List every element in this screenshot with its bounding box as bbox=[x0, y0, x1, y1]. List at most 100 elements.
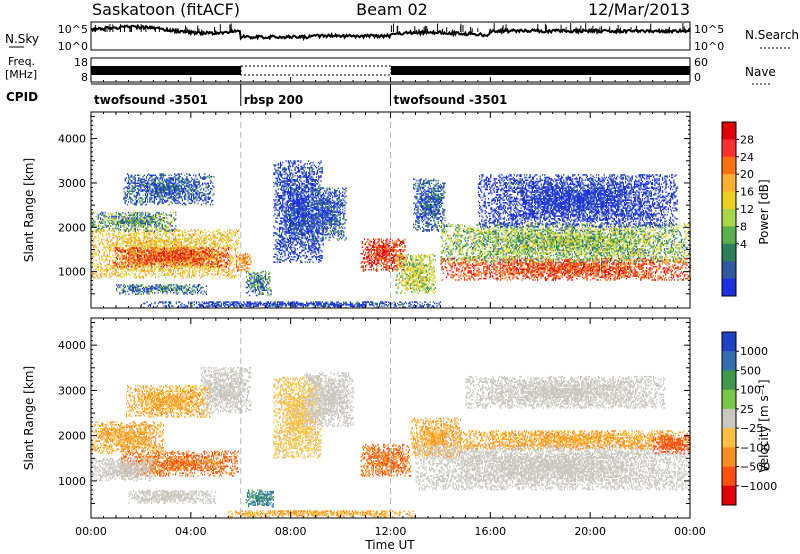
power-cell bbox=[116, 221, 118, 223]
power-cell bbox=[151, 255, 153, 257]
power-cell bbox=[212, 254, 214, 256]
power-cell bbox=[175, 270, 177, 272]
power-cell bbox=[160, 265, 162, 267]
power-cell bbox=[130, 251, 132, 253]
power-cell bbox=[172, 289, 174, 291]
power-cell bbox=[149, 223, 151, 226]
power-cell bbox=[110, 219, 112, 222]
power-cell bbox=[161, 183, 163, 186]
power-cell bbox=[114, 223, 116, 226]
power-cell bbox=[150, 197, 152, 199]
power-cell bbox=[141, 198, 143, 201]
power-cell bbox=[183, 292, 185, 294]
power-cell bbox=[153, 269, 156, 271]
power-cell bbox=[212, 251, 214, 253]
power-cell bbox=[129, 288, 131, 290]
power-cell bbox=[171, 285, 173, 287]
power-cell bbox=[203, 269, 205, 271]
power-cell bbox=[160, 260, 162, 263]
power-cell bbox=[116, 242, 118, 244]
power-cell bbox=[181, 189, 183, 191]
power-cell bbox=[158, 289, 160, 291]
power-cell bbox=[162, 175, 164, 178]
power-cell bbox=[173, 271, 175, 274]
power-cell bbox=[213, 269, 215, 271]
power-cell bbox=[171, 245, 174, 247]
power-cell bbox=[129, 254, 131, 256]
power-cell bbox=[149, 187, 151, 190]
power-cell bbox=[216, 259, 218, 261]
power-cell bbox=[199, 237, 202, 239]
power-cell bbox=[225, 242, 227, 244]
power-cell bbox=[126, 215, 129, 218]
power-cell bbox=[174, 249, 176, 251]
power-cell bbox=[202, 273, 204, 275]
power-cell bbox=[221, 234, 223, 236]
power-cell bbox=[159, 178, 161, 181]
power-cell bbox=[162, 187, 164, 190]
power-cell bbox=[193, 245, 195, 247]
power-cell bbox=[137, 226, 139, 228]
power-cell bbox=[166, 249, 168, 252]
power-cell bbox=[131, 258, 133, 260]
power-cell bbox=[133, 223, 135, 226]
power-cell bbox=[150, 288, 152, 290]
power-cell bbox=[161, 173, 163, 175]
power-cell bbox=[146, 257, 148, 259]
power-cell bbox=[184, 186, 186, 189]
power-cell bbox=[168, 229, 170, 231]
power-cell bbox=[98, 261, 101, 263]
power-cell bbox=[92, 221, 94, 223]
power-cell bbox=[189, 181, 191, 183]
power-cell bbox=[123, 290, 125, 293]
power-cell bbox=[141, 246, 143, 248]
power-cell bbox=[158, 185, 160, 187]
power-cell bbox=[169, 239, 171, 242]
power-cell bbox=[195, 259, 197, 261]
power-cell bbox=[124, 179, 126, 182]
power-cell bbox=[212, 270, 214, 272]
power-cell bbox=[133, 249, 135, 252]
power-cell bbox=[177, 193, 179, 195]
power-cell bbox=[161, 246, 163, 248]
power-cell bbox=[133, 229, 135, 231]
power-cell bbox=[216, 248, 218, 251]
power-cell bbox=[143, 271, 145, 274]
power-cell bbox=[132, 284, 134, 286]
power-cell bbox=[126, 203, 128, 206]
power-cell bbox=[139, 263, 141, 265]
power-cell bbox=[121, 292, 123, 294]
power-cell bbox=[188, 183, 190, 186]
power-cell bbox=[142, 251, 144, 253]
power-cell bbox=[168, 181, 170, 183]
power-cell bbox=[189, 241, 191, 243]
power-cell bbox=[176, 254, 178, 256]
power-cell bbox=[195, 238, 197, 240]
power-region bbox=[91, 211, 177, 232]
power-cell bbox=[122, 289, 124, 291]
power-cell bbox=[155, 227, 157, 230]
nsky-trace bbox=[90, 23, 691, 42]
power-cell bbox=[162, 257, 165, 260]
power-cell bbox=[111, 230, 113, 232]
power-cell bbox=[163, 201, 166, 203]
power-cell bbox=[204, 229, 206, 231]
power-cell bbox=[211, 262, 213, 264]
power-cell bbox=[171, 190, 173, 193]
power-cell bbox=[235, 242, 238, 244]
power-region bbox=[116, 284, 207, 295]
power-cell bbox=[188, 246, 190, 248]
power-cell bbox=[125, 265, 127, 268]
power-cell bbox=[192, 264, 194, 267]
power-cell bbox=[198, 174, 200, 177]
power-cell bbox=[223, 238, 225, 240]
power-cell bbox=[121, 254, 123, 256]
power-cell bbox=[194, 252, 196, 255]
power-cell bbox=[198, 261, 200, 264]
power-cell bbox=[93, 239, 95, 242]
power-cell bbox=[178, 241, 180, 243]
power-cell bbox=[196, 237, 198, 239]
power-cell bbox=[126, 227, 129, 230]
power-cell bbox=[105, 234, 107, 236]
power-cell bbox=[121, 269, 123, 271]
